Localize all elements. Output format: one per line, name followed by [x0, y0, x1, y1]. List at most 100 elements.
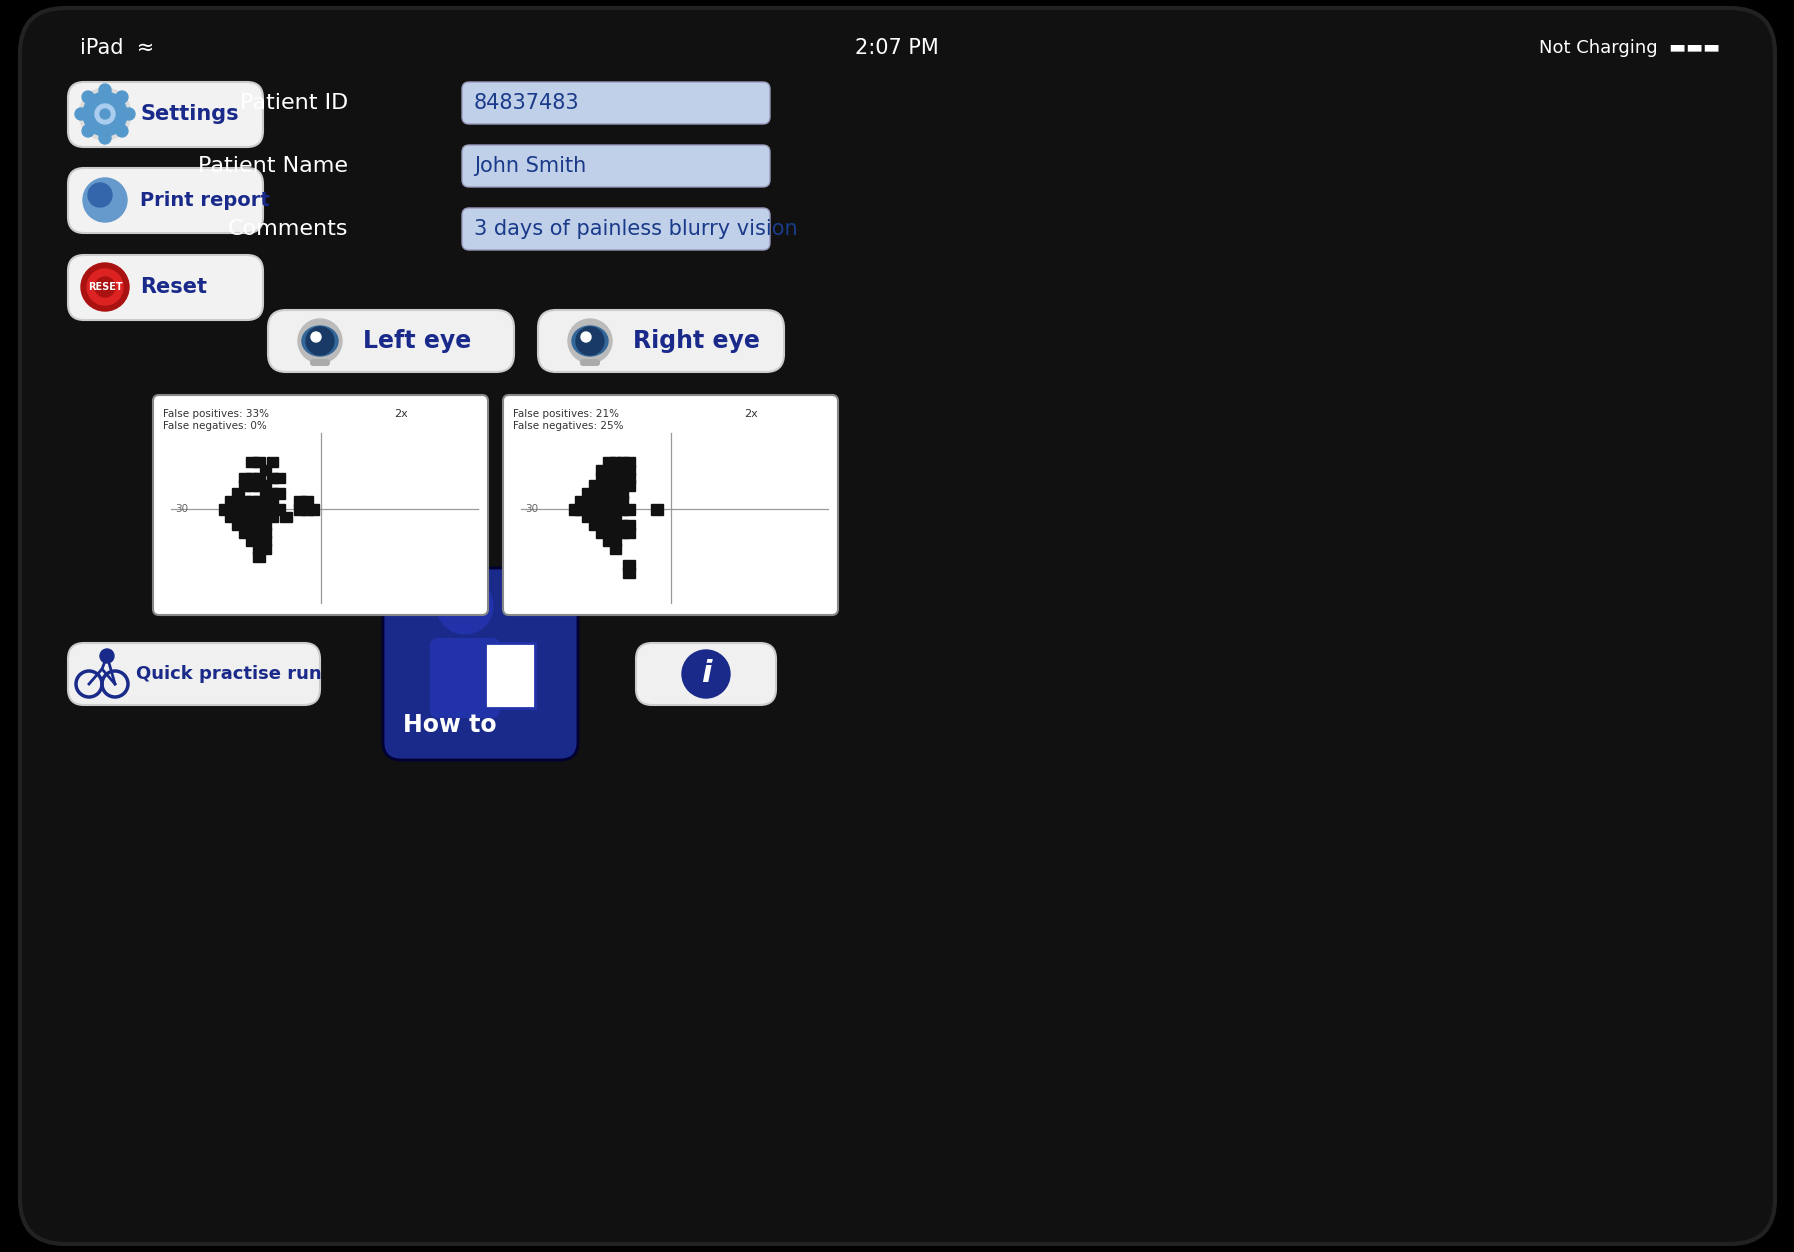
Bar — [583, 512, 594, 522]
Text: Right eye: Right eye — [633, 329, 761, 353]
Bar — [309, 505, 319, 515]
Circle shape — [81, 263, 129, 310]
Bar — [617, 528, 628, 538]
Bar — [226, 512, 237, 522]
Bar — [588, 488, 601, 498]
Text: 30: 30 — [176, 505, 188, 515]
Bar — [610, 481, 621, 491]
Bar — [239, 520, 251, 531]
Text: How to: How to — [404, 712, 497, 737]
Bar — [253, 552, 264, 562]
FancyBboxPatch shape — [579, 359, 599, 366]
Circle shape — [95, 104, 115, 124]
Bar — [583, 488, 594, 498]
Bar — [596, 520, 608, 531]
Bar — [260, 520, 271, 531]
Bar — [610, 496, 621, 507]
Bar — [260, 488, 271, 498]
Bar — [246, 512, 258, 522]
Text: iPad  ≈: iPad ≈ — [81, 38, 154, 58]
Text: Reset: Reset — [140, 277, 206, 297]
Bar — [588, 496, 601, 507]
Bar — [231, 505, 244, 515]
Circle shape — [124, 108, 135, 120]
Bar — [596, 512, 608, 522]
Bar — [624, 464, 635, 475]
Bar — [267, 457, 278, 467]
Circle shape — [569, 319, 612, 363]
Bar — [253, 536, 264, 546]
Bar — [260, 505, 271, 515]
FancyBboxPatch shape — [637, 644, 777, 705]
Bar — [624, 528, 635, 538]
Bar — [226, 505, 237, 515]
Circle shape — [117, 91, 127, 103]
Circle shape — [99, 131, 111, 144]
Bar — [260, 528, 271, 538]
Circle shape — [86, 269, 124, 305]
Bar — [651, 505, 662, 515]
Bar — [610, 528, 621, 538]
Bar — [267, 496, 278, 507]
Bar — [246, 457, 258, 467]
Bar — [273, 472, 285, 483]
Bar — [588, 512, 601, 522]
Text: 2x: 2x — [745, 409, 757, 419]
FancyBboxPatch shape — [68, 168, 264, 233]
Bar — [610, 464, 621, 475]
Bar — [588, 520, 601, 531]
Bar — [260, 481, 271, 491]
FancyBboxPatch shape — [68, 644, 319, 705]
Text: Settings: Settings — [140, 104, 239, 124]
Text: False positives: 33%: False positives: 33% — [163, 409, 269, 419]
Circle shape — [83, 91, 127, 136]
Bar — [231, 520, 244, 531]
Bar — [294, 496, 305, 507]
FancyBboxPatch shape — [267, 310, 515, 372]
Bar — [301, 505, 312, 515]
Bar — [617, 488, 628, 498]
FancyBboxPatch shape — [68, 255, 264, 321]
Text: Print report: Print report — [140, 190, 269, 209]
Circle shape — [83, 178, 127, 222]
Bar — [239, 528, 251, 538]
Text: 2:07 PM: 2:07 PM — [856, 38, 938, 58]
Circle shape — [307, 327, 334, 356]
Bar — [267, 512, 278, 522]
Bar — [610, 488, 621, 498]
Text: RESET: RESET — [88, 282, 122, 292]
Circle shape — [88, 183, 111, 207]
Bar — [246, 472, 258, 483]
Bar — [253, 472, 264, 483]
Bar — [624, 560, 635, 570]
Bar — [273, 505, 285, 515]
Bar — [260, 464, 271, 475]
Bar — [610, 457, 621, 467]
Bar — [484, 644, 535, 707]
Bar — [246, 496, 258, 507]
Bar — [603, 505, 615, 515]
Bar — [253, 543, 264, 555]
Bar — [617, 481, 628, 491]
Bar — [239, 496, 251, 507]
FancyBboxPatch shape — [68, 81, 264, 146]
Bar — [231, 488, 244, 498]
Bar — [253, 520, 264, 531]
Bar — [280, 512, 292, 522]
Bar — [231, 496, 244, 507]
Text: Left eye: Left eye — [362, 329, 472, 353]
Bar — [576, 496, 587, 507]
Bar — [239, 481, 251, 491]
FancyBboxPatch shape — [463, 208, 770, 250]
Circle shape — [99, 84, 111, 96]
FancyBboxPatch shape — [431, 639, 501, 717]
FancyBboxPatch shape — [382, 568, 578, 760]
Bar — [569, 505, 579, 515]
Circle shape — [298, 319, 343, 363]
Bar — [610, 536, 621, 546]
Bar — [624, 457, 635, 467]
Bar — [576, 505, 587, 515]
Text: i: i — [701, 660, 710, 689]
Text: False negatives: 0%: False negatives: 0% — [163, 421, 267, 431]
FancyBboxPatch shape — [20, 8, 1774, 1244]
